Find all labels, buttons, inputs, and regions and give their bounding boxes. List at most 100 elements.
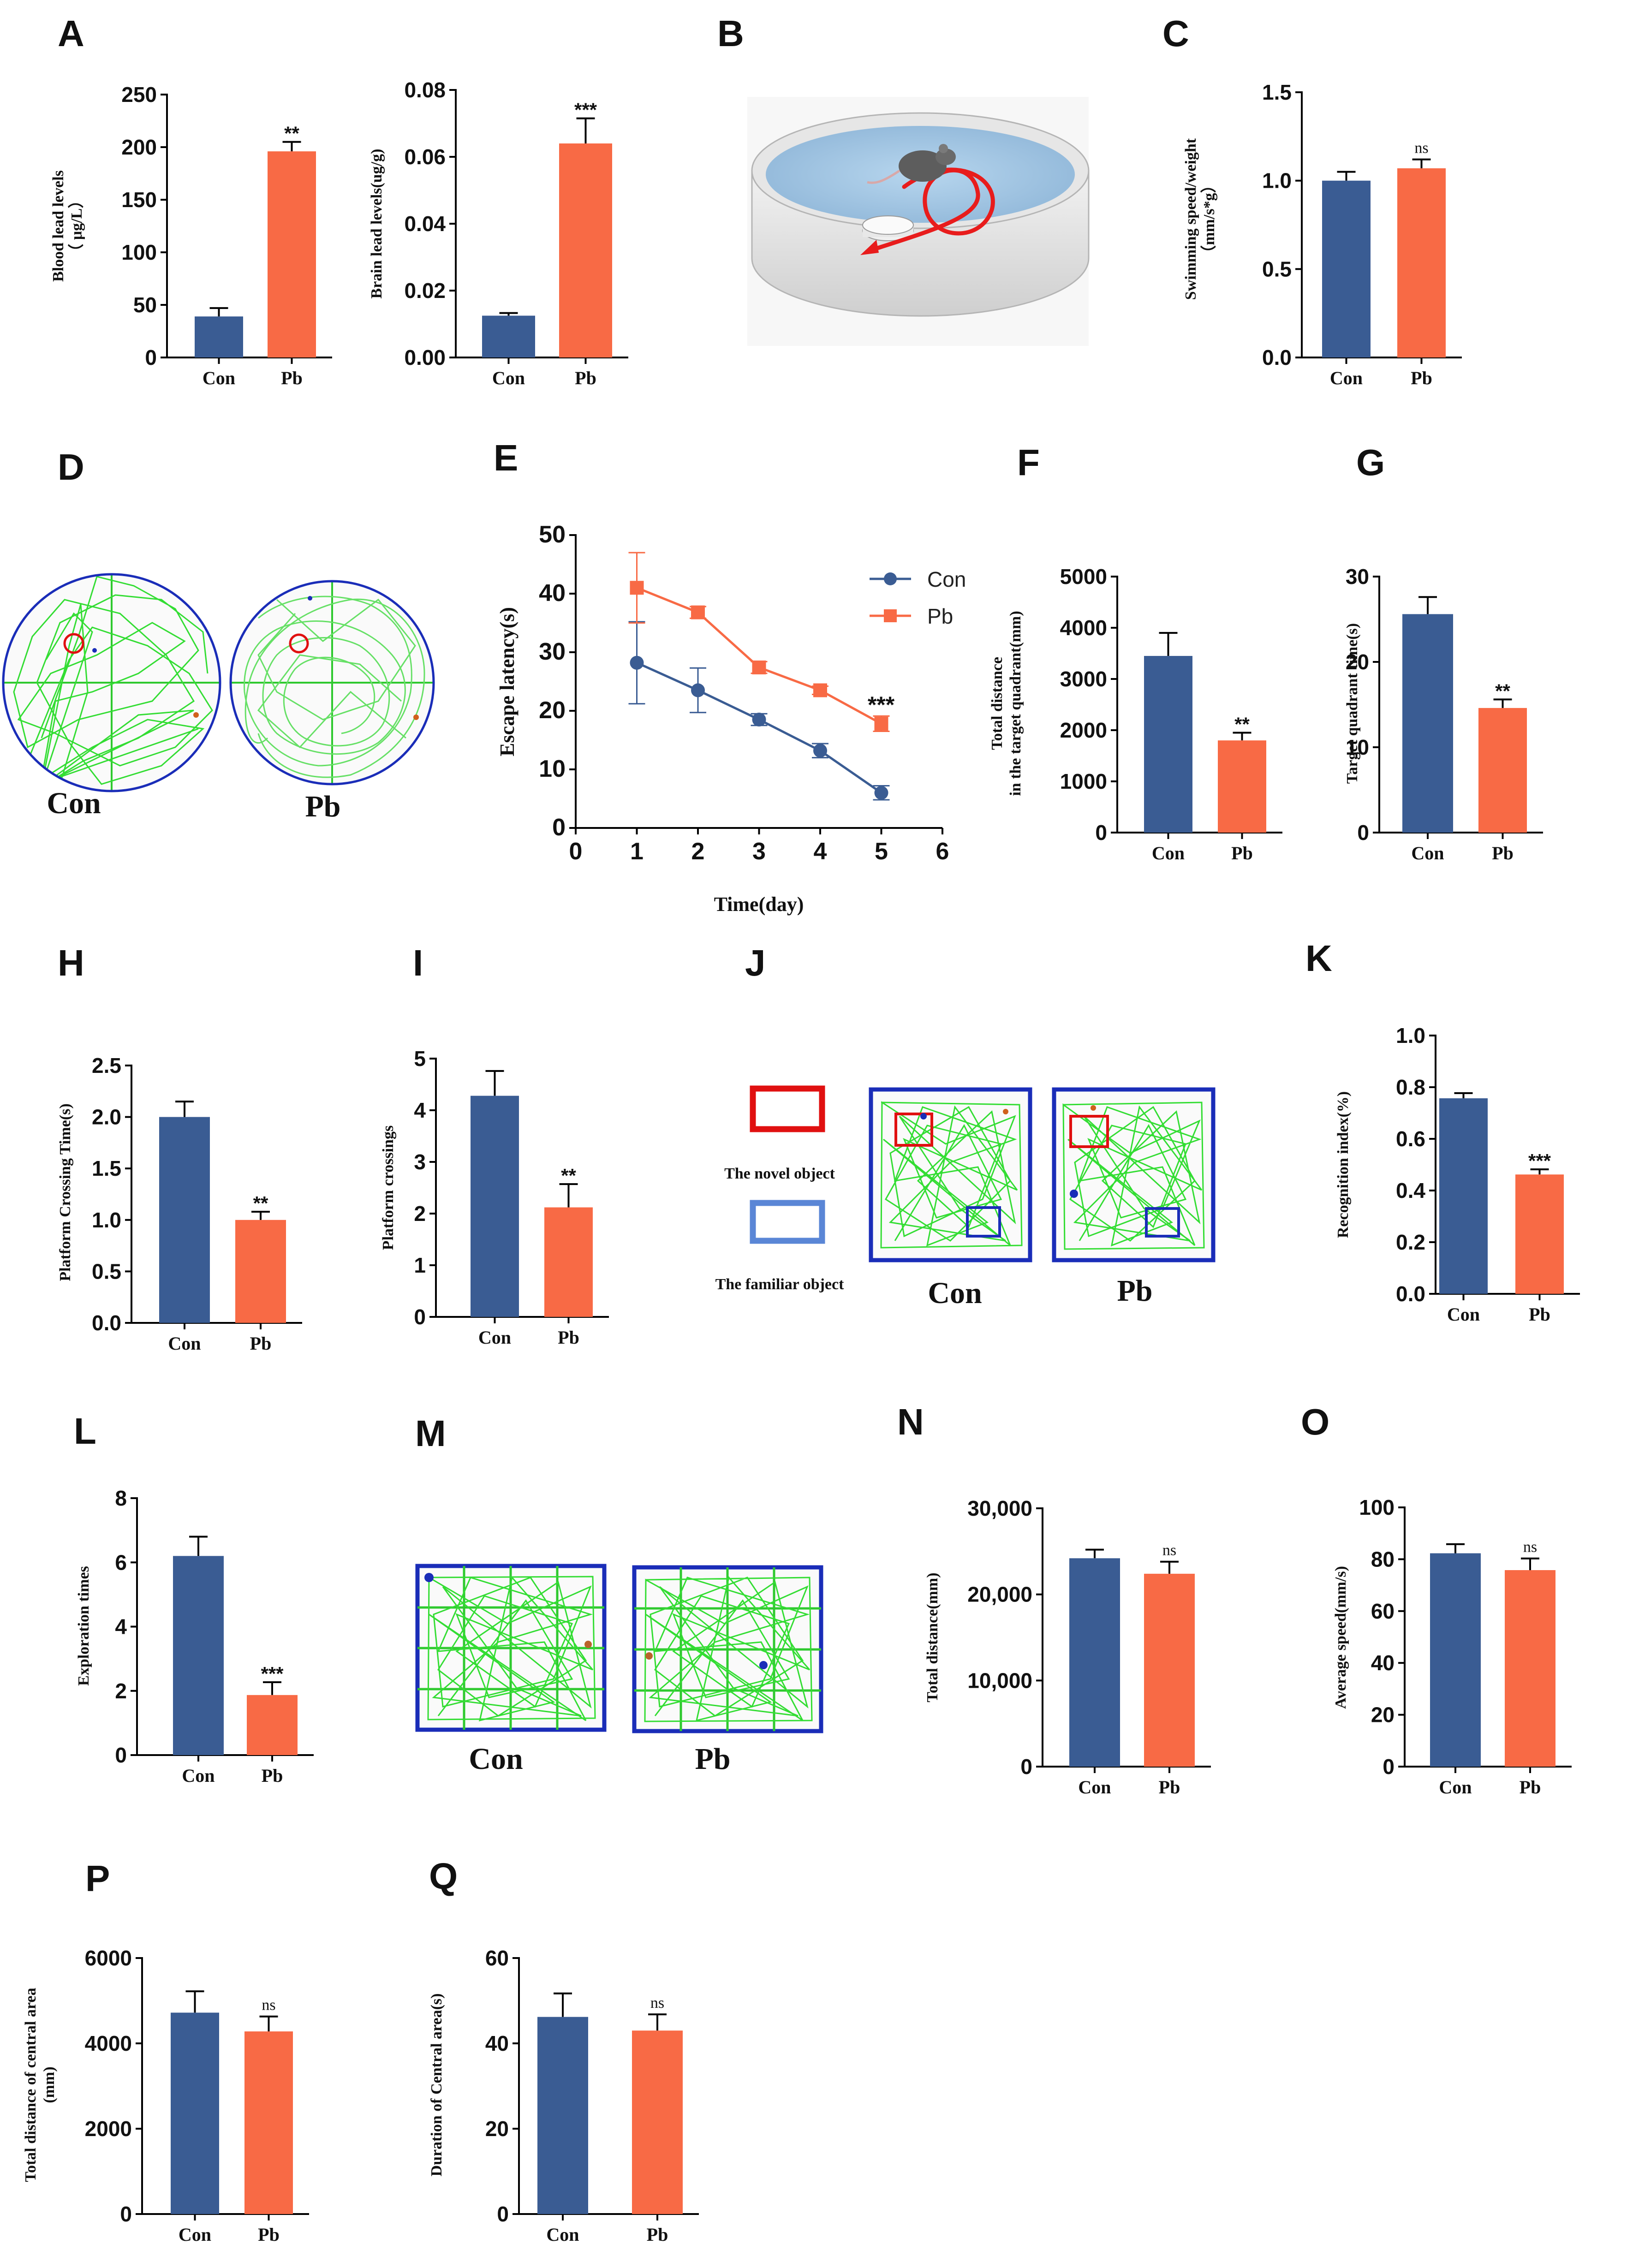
mouse-ear — [939, 144, 948, 153]
panel-label: N — [897, 1401, 924, 1442]
y-tick-label: 10,000 — [967, 1668, 1032, 1692]
end-point-icon — [1091, 1105, 1096, 1111]
data-point-pb — [630, 581, 644, 595]
field-con-tracks — [427, 1576, 596, 1722]
data-point-pb — [691, 605, 705, 619]
y-tick-label: 1.0 — [1396, 1024, 1425, 1048]
x-tick-label: Pb — [250, 1333, 272, 1354]
y-tick-label: 2 — [414, 1202, 426, 1226]
x-tick-label: Pb — [1159, 1777, 1180, 1798]
x-tick-label: Con — [182, 1765, 215, 1786]
y-tick-label: 5000 — [1060, 565, 1107, 589]
y-tick-label: 1000 — [1060, 769, 1107, 793]
y-tick-label: 1.5 — [92, 1156, 121, 1180]
start-point-icon — [92, 648, 97, 653]
y-axis-label: Brain lead levels(ug/g) — [368, 149, 385, 299]
x-tick-label: Pb — [1492, 843, 1514, 863]
y-tick-label: 8 — [115, 1486, 127, 1510]
familiar-object-label: The familiar object — [715, 1276, 845, 1293]
group-label-con: Con — [928, 1276, 982, 1310]
x-tick-label: Con — [1411, 843, 1444, 863]
y-tick-label: 0.8 — [1396, 1075, 1425, 1099]
legend-label-con: Con — [927, 567, 966, 591]
platform-target-icon — [63, 633, 84, 654]
x-tick-label: 4 — [814, 838, 827, 865]
exploration-times-chart: 0 2 4 6 8 Con Pb *** Exploration times — [75, 1486, 314, 1786]
y-tick-label: 2000 — [1060, 718, 1107, 742]
x-tick-label: 2 — [691, 838, 705, 865]
y-axis-label-line: Duration of Central area(s) — [428, 1994, 445, 2177]
y-tick-label: 4000 — [85, 2031, 132, 2055]
familiar-object-in-arena — [966, 1206, 1001, 1238]
y-tick-label: 4 — [414, 1098, 426, 1122]
start-point-icon — [1070, 1190, 1078, 1198]
y-tick-label: 6 — [115, 1550, 127, 1574]
y-tick-label: 40 — [1371, 1651, 1395, 1675]
panel-label: M — [415, 1413, 446, 1454]
data-point-con — [813, 744, 827, 758]
end-point-icon — [413, 714, 419, 720]
y-tick-label: 3000 — [1060, 667, 1107, 691]
mouse-tail — [867, 169, 900, 184]
y-tick-label: 0.06 — [404, 145, 446, 169]
x-tick-label: Con — [1152, 843, 1185, 863]
significance-label: ns — [1523, 1539, 1537, 1556]
y-axis-label-line: Platform crossings — [380, 1125, 397, 1250]
x-tick-label: Pb — [281, 368, 303, 388]
x-tick-label: Pb — [1231, 843, 1253, 863]
significance-label: ns — [1414, 140, 1428, 157]
x-tick-label: Con — [1078, 1777, 1111, 1798]
y-tick-label: 0.0 — [1262, 345, 1292, 369]
bar-pb — [1397, 168, 1446, 357]
y-tick-label: 0 — [497, 2202, 509, 2226]
data-point-con — [752, 713, 766, 727]
x-tick-label: 6 — [936, 838, 949, 865]
total-distance-chart: 0 10,000 20,000 30,000 Con Pb ns Total distance… — [924, 1496, 1211, 1798]
data-point-con — [874, 786, 888, 800]
y-tick-label: 0.0 — [1396, 1282, 1425, 1306]
y-tick-label: 0 — [1020, 1755, 1032, 1779]
y-axis-label-line: Exploration times — [75, 1566, 92, 1686]
panel-label: O — [1301, 1401, 1329, 1442]
maze-con-tracks — [3, 574, 220, 791]
significance-label: ns — [1162, 1542, 1176, 1559]
x-tick-label: Con — [1439, 1777, 1472, 1798]
y-axis-label-line: Average speed(mm/s) — [1332, 1566, 1349, 1709]
y-axis-label-line: Brain lead levels(ug/g) — [368, 149, 385, 299]
y-tick-label: 1.0 — [92, 1208, 121, 1232]
x-tick-label: 5 — [875, 838, 888, 865]
significance-label: *** — [1528, 1150, 1551, 1172]
group-label-pb: Pb — [305, 790, 340, 823]
panel-label: A — [58, 13, 84, 54]
platform-crossing-time-chart: 0.0 0.5 1.0 1.5 2.0 2.5 Con Pb ** Platform Crossi… — [57, 1054, 302, 1354]
x-tick-label: Pb — [647, 2224, 668, 2245]
y-tick-label: 1.5 — [1262, 80, 1292, 104]
y-tick-label: 60 — [1371, 1599, 1395, 1623]
escape-latency-chart: 0 10 20 30 40 50 0 1 2 3 4 5 6 Escape latency(s) Time(… — [496, 521, 966, 916]
y-axis-label-line: in the target quadrant(mm) — [1007, 611, 1024, 796]
group-label-con: Con — [47, 786, 101, 820]
novel-object-in-arena — [894, 1113, 933, 1147]
y-tick-label: 10 — [539, 756, 566, 782]
significance-label: ** — [1495, 680, 1510, 702]
y-axis-label: Total distance in the target quadrant(mm) — [989, 611, 1024, 796]
y-tick-label: 100 — [1359, 1495, 1395, 1519]
x-tick-label: Pb — [258, 2224, 280, 2245]
y-tick-label: 50 — [539, 521, 566, 548]
x-tick-label: Con — [492, 368, 525, 388]
y-tick-label: 0.00 — [404, 345, 446, 369]
significance-label: ** — [253, 1192, 268, 1214]
y-tick-label: 20 — [539, 697, 566, 724]
y-tick-label: 30 — [1346, 565, 1369, 589]
bar-pb — [1505, 1570, 1555, 1767]
panel-label: Q — [429, 1856, 458, 1897]
end-point-icon — [645, 1652, 653, 1660]
y-tick-label: 200 — [121, 135, 157, 159]
y-tick-label: 250 — [121, 83, 157, 107]
y-axis-label-text: Escape latency(s) — [496, 607, 518, 756]
panel-label: C — [1162, 13, 1189, 54]
average-speed-chart: 0 20 40 60 80 100 Con Pb ns Average speed(mm/s) — [1332, 1495, 1572, 1798]
y-axis-label: Escape latency(s) — [496, 607, 518, 756]
bar-con — [1439, 1098, 1488, 1294]
